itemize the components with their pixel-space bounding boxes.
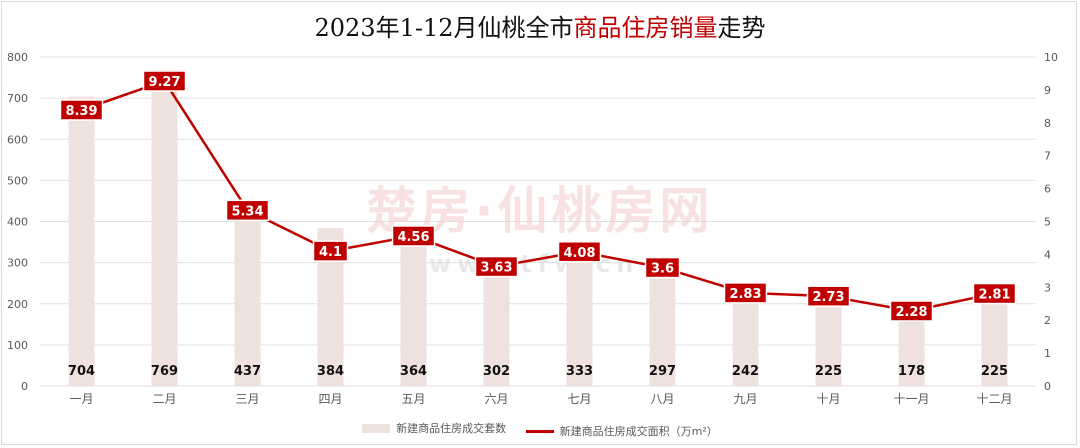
watermark-url: www.xtfw.cn bbox=[401, 250, 640, 278]
bar-value-label: 225 bbox=[815, 364, 842, 379]
point-value-label: 3.6 bbox=[651, 262, 674, 277]
chart-legend: 新建商品住房成交套数 新建商品住房成交面积（万m²） bbox=[0, 420, 1080, 439]
x-axis-tick-label: 九月 bbox=[733, 392, 757, 406]
right-axis-tick-label: 0 bbox=[1044, 380, 1051, 393]
left-axis-tick-label: 400 bbox=[7, 216, 28, 229]
point-value-label: 9.27 bbox=[148, 75, 180, 90]
left-axis-tick-label: 100 bbox=[7, 339, 28, 352]
left-axis-tick-label: 200 bbox=[7, 298, 28, 311]
point-label-box bbox=[644, 256, 681, 279]
point-value-label: 4.56 bbox=[397, 230, 429, 245]
x-axis-tick-label: 八月 bbox=[650, 392, 674, 406]
x-axis-tick-label: 七月 bbox=[567, 392, 591, 406]
point-label-box bbox=[474, 255, 519, 278]
bar bbox=[649, 263, 676, 386]
bar-value-label: 769 bbox=[151, 364, 178, 379]
right-axis-tick-label: 6 bbox=[1044, 183, 1051, 196]
right-axis-tick-label: 4 bbox=[1044, 248, 1051, 261]
right-axis-tick-label: 9 bbox=[1044, 84, 1051, 97]
bar bbox=[483, 261, 510, 386]
point-label-box bbox=[142, 70, 187, 92]
point-label-box bbox=[972, 282, 1017, 305]
left-axis-tick-label: 0 bbox=[21, 380, 28, 393]
right-axis-tick-label: 2 bbox=[1044, 314, 1051, 327]
x-axis-tick-label: 五月 bbox=[401, 392, 425, 406]
bar-value-label: 384 bbox=[317, 364, 344, 379]
right-axis-tick-label: 8 bbox=[1044, 117, 1051, 130]
point-value-label: 4.08 bbox=[563, 246, 595, 261]
point-value-label: 3.63 bbox=[480, 261, 512, 276]
point-value-label: 8.39 bbox=[65, 104, 97, 119]
left-axis-tick-label: 600 bbox=[7, 133, 28, 146]
x-axis-tick-label: 二月 bbox=[152, 392, 176, 406]
point-value-label: 4.1 bbox=[319, 245, 342, 260]
title-prefix: 2023年1-12月仙桃全市 bbox=[314, 14, 574, 42]
right-axis-tick-label: 10 bbox=[1044, 51, 1058, 64]
bar-value-label: 225 bbox=[981, 364, 1008, 379]
x-axis-tick-label: 十二月 bbox=[976, 392, 1012, 406]
right-axis-tick-label: 7 bbox=[1044, 150, 1051, 163]
title-highlight: 商品住房销量 bbox=[573, 14, 718, 42]
bar-value-label: 704 bbox=[68, 364, 95, 379]
left-axis-tick-label: 300 bbox=[7, 257, 28, 270]
point-label-box bbox=[889, 300, 934, 322]
point-label-box bbox=[806, 285, 851, 307]
bar-value-label: 364 bbox=[400, 364, 427, 379]
legend-item-line: 新建商品住房成交面积（万m²） bbox=[525, 423, 718, 439]
point-label-box bbox=[312, 240, 349, 262]
legend-swatch-bar bbox=[362, 423, 391, 433]
point-value-label: 2.28 bbox=[895, 305, 927, 320]
bar-value-label: 333 bbox=[566, 364, 593, 379]
chart-title: 2023年1-12月仙桃全市商品住房销量走势 bbox=[0, 8, 1080, 43]
point-value-label: 2.81 bbox=[978, 288, 1010, 303]
left-axis-tick-label: 500 bbox=[7, 174, 28, 187]
point-label-box bbox=[557, 241, 602, 263]
x-axis-tick-label: 六月 bbox=[484, 392, 508, 406]
x-axis-tick-label: 一月 bbox=[69, 392, 93, 406]
bar-value-label: 178 bbox=[898, 364, 925, 379]
bar bbox=[151, 69, 178, 386]
point-label-box bbox=[59, 99, 104, 121]
x-axis-tick-label: 十月 bbox=[816, 392, 840, 406]
point-value-label: 2.73 bbox=[812, 290, 844, 305]
bar bbox=[234, 206, 261, 386]
legend-label-bar: 新建商品住房成交套数 bbox=[396, 422, 507, 435]
left-axis-tick-label: 800 bbox=[7, 51, 28, 64]
bar bbox=[981, 293, 1008, 386]
legend-label-line: 新建商品住房成交面积（万m²） bbox=[559, 425, 718, 438]
point-value-label: 5.34 bbox=[231, 204, 263, 219]
bar-value-label: 242 bbox=[732, 364, 759, 379]
title-suffix: 走势 bbox=[717, 14, 766, 42]
right-axis-tick-label: 1 bbox=[1044, 347, 1051, 360]
bar-value-label: 297 bbox=[649, 364, 676, 379]
left-axis-tick-label: 700 bbox=[7, 92, 28, 105]
point-value-label: 2.83 bbox=[729, 287, 761, 302]
bar bbox=[400, 236, 427, 386]
right-axis-tick-label: 3 bbox=[1044, 281, 1051, 294]
bar bbox=[68, 96, 95, 386]
bar bbox=[815, 293, 842, 386]
point-label-box bbox=[391, 225, 436, 247]
point-label-box bbox=[723, 282, 768, 304]
bar bbox=[898, 312, 925, 386]
x-axis-tick-label: 十一月 bbox=[893, 392, 929, 406]
legend-item-bar: 新建商品住房成交套数 bbox=[362, 420, 506, 436]
bar bbox=[566, 249, 593, 386]
point-label-box bbox=[225, 199, 270, 222]
bar-value-label: 437 bbox=[234, 364, 261, 379]
x-axis-tick-label: 四月 bbox=[318, 392, 342, 406]
right-axis-tick-label: 5 bbox=[1044, 216, 1051, 229]
bar-value-label: 302 bbox=[483, 364, 510, 379]
x-axis-tick-label: 三月 bbox=[235, 392, 259, 406]
legend-swatch-line bbox=[525, 429, 554, 433]
